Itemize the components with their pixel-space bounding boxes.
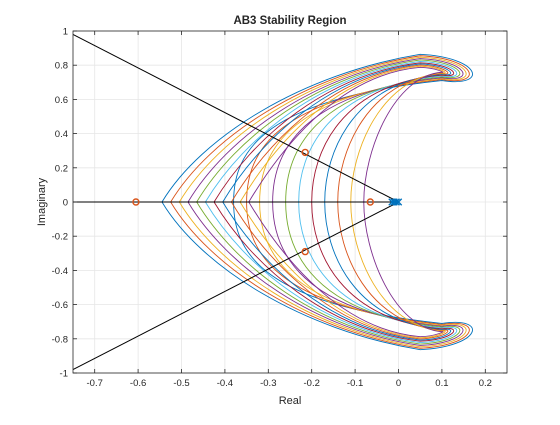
y-tick-label: -0.8 — [52, 334, 68, 345]
y-tick-label: 1 — [63, 27, 68, 38]
y-tick-label: 0.4 — [55, 129, 68, 140]
circle-marker — [301, 148, 309, 157]
cross-stroke — [394, 198, 403, 206]
x-tick-label: -0.7 — [87, 378, 103, 389]
y-tick-label: 0.8 — [55, 61, 68, 72]
ticks: -0.7 -0.6 -0.5 -0.4 -0.3 -0.2 -0.1 0 0.1 0.2 -1 -0.… — [52, 27, 507, 389]
x-tick-label: 0.1 — [435, 378, 448, 389]
circle-marker — [132, 198, 140, 206]
y-tick-label: -0.6 — [52, 300, 68, 311]
y-tick-label: 0.6 — [55, 95, 68, 106]
markers — [132, 148, 403, 256]
radial-line — [73, 33, 399, 203]
y-tick-label: 0 — [63, 198, 68, 209]
circle-marker — [301, 247, 309, 256]
y-tick-label: 0.2 — [55, 163, 68, 174]
y-axis-label: Imaginary — [36, 177, 48, 226]
x-tick-label: 0 — [396, 378, 401, 389]
x-tick-label: -0.4 — [217, 378, 233, 389]
x-tick-label: 0.2 — [479, 378, 492, 389]
chart-title: AB3 Stability Region — [233, 15, 346, 27]
y-tick-label: -0.4 — [52, 266, 68, 277]
x-tick-label: -0.3 — [260, 378, 276, 389]
x-axis-label: Real — [279, 395, 302, 407]
circle-marker — [366, 198, 374, 206]
cross-marker — [392, 198, 401, 206]
radial-line — [73, 201, 399, 371]
cross-stroke — [392, 198, 401, 206]
x-tick-label: -0.6 — [130, 378, 146, 389]
series-layer — [73, 33, 473, 371]
x-tick-label: -0.1 — [347, 378, 363, 389]
y-tick-label: -1 — [60, 369, 68, 380]
x-tick-label: -0.2 — [304, 378, 320, 389]
y-tick-label: -0.2 — [52, 232, 68, 243]
cross-marker — [394, 198, 403, 206]
x-tick-label: -0.5 — [173, 378, 189, 389]
